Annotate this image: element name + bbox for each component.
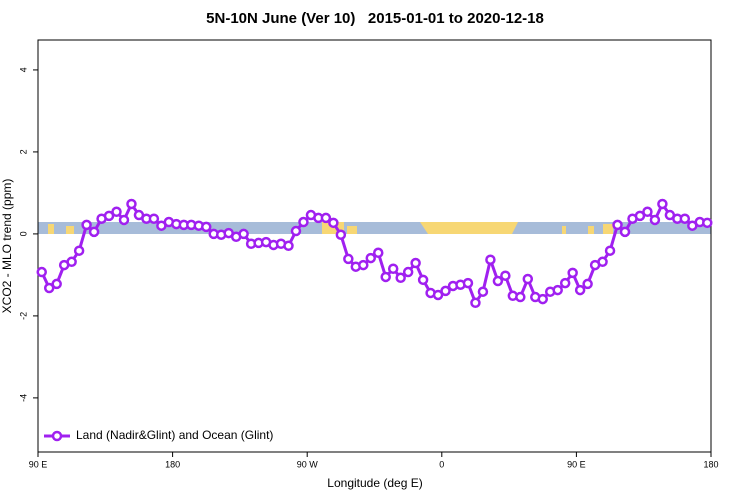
- point: [552, 284, 563, 296]
- point: [201, 221, 212, 233]
- point: [365, 252, 377, 264]
- point: [597, 256, 608, 268]
- y-tick-label: -2: [18, 312, 28, 320]
- point: [88, 226, 100, 238]
- x-tick-label: 90 E: [567, 459, 586, 469]
- surface-band: [38, 222, 711, 234]
- point: [126, 198, 137, 210]
- x-tick-label: 180: [165, 459, 180, 469]
- point: [298, 216, 309, 228]
- point: [582, 278, 593, 290]
- point: [283, 240, 294, 252]
- point: [111, 206, 122, 218]
- point: [440, 285, 451, 297]
- point: [642, 206, 653, 218]
- point: [372, 247, 384, 259]
- y-tick-label: 2: [18, 149, 28, 154]
- point: [612, 219, 623, 231]
- point: [73, 245, 85, 256]
- point: [358, 259, 369, 271]
- point: [238, 228, 249, 240]
- x-tick-label: 90 E: [29, 459, 48, 469]
- point: [537, 293, 548, 305]
- point: [118, 214, 130, 226]
- point: [492, 275, 504, 287]
- point: [485, 254, 496, 265]
- point: [51, 278, 62, 290]
- plot-frame: [37, 39, 712, 453]
- point: [702, 217, 713, 229]
- point: [657, 198, 668, 210]
- point: [432, 289, 444, 301]
- point: [43, 282, 55, 294]
- y-axis-label: XCO2 - MLO trend (ppm): [0, 179, 14, 314]
- point: [417, 274, 429, 286]
- point: [477, 286, 489, 297]
- point: [515, 291, 526, 303]
- point: [36, 266, 47, 278]
- point: [500, 270, 511, 281]
- x-tick-label: 0: [439, 459, 444, 469]
- x-axis-label: Longitude (deg E): [327, 476, 422, 490]
- y-tick-label: -4: [18, 394, 28, 402]
- point: [559, 277, 571, 289]
- legend-marker: [51, 430, 63, 442]
- point: [343, 253, 354, 265]
- x-tick-label: 90 W: [297, 459, 319, 469]
- point: [470, 297, 481, 309]
- point: [103, 210, 115, 222]
- point: [66, 256, 77, 268]
- point: [387, 263, 399, 275]
- point: [402, 266, 414, 278]
- point: [649, 214, 661, 226]
- point: [335, 229, 347, 240]
- point: [395, 272, 406, 284]
- point: [619, 226, 631, 238]
- point: [81, 219, 92, 231]
- point: [148, 213, 160, 224]
- point: [380, 271, 391, 283]
- chart-title: 5N-10N June (Ver 10) 2015-01-01 to 2020-…: [206, 10, 544, 27]
- point: [574, 284, 586, 296]
- point: [679, 213, 691, 224]
- point: [320, 212, 332, 224]
- y-tick-label: 4: [18, 67, 28, 72]
- legend-label: Land (Nadir&Glint) and Ocean (Glint): [76, 428, 273, 442]
- point: [462, 277, 474, 289]
- point: [604, 245, 616, 256]
- point: [290, 225, 302, 237]
- point: [410, 257, 421, 269]
- point: [567, 267, 578, 279]
- point: [522, 273, 534, 285]
- point: [634, 210, 646, 222]
- x-tick-label: 180: [703, 459, 718, 469]
- y-tick-label: 0: [18, 231, 28, 236]
- point: [328, 217, 339, 229]
